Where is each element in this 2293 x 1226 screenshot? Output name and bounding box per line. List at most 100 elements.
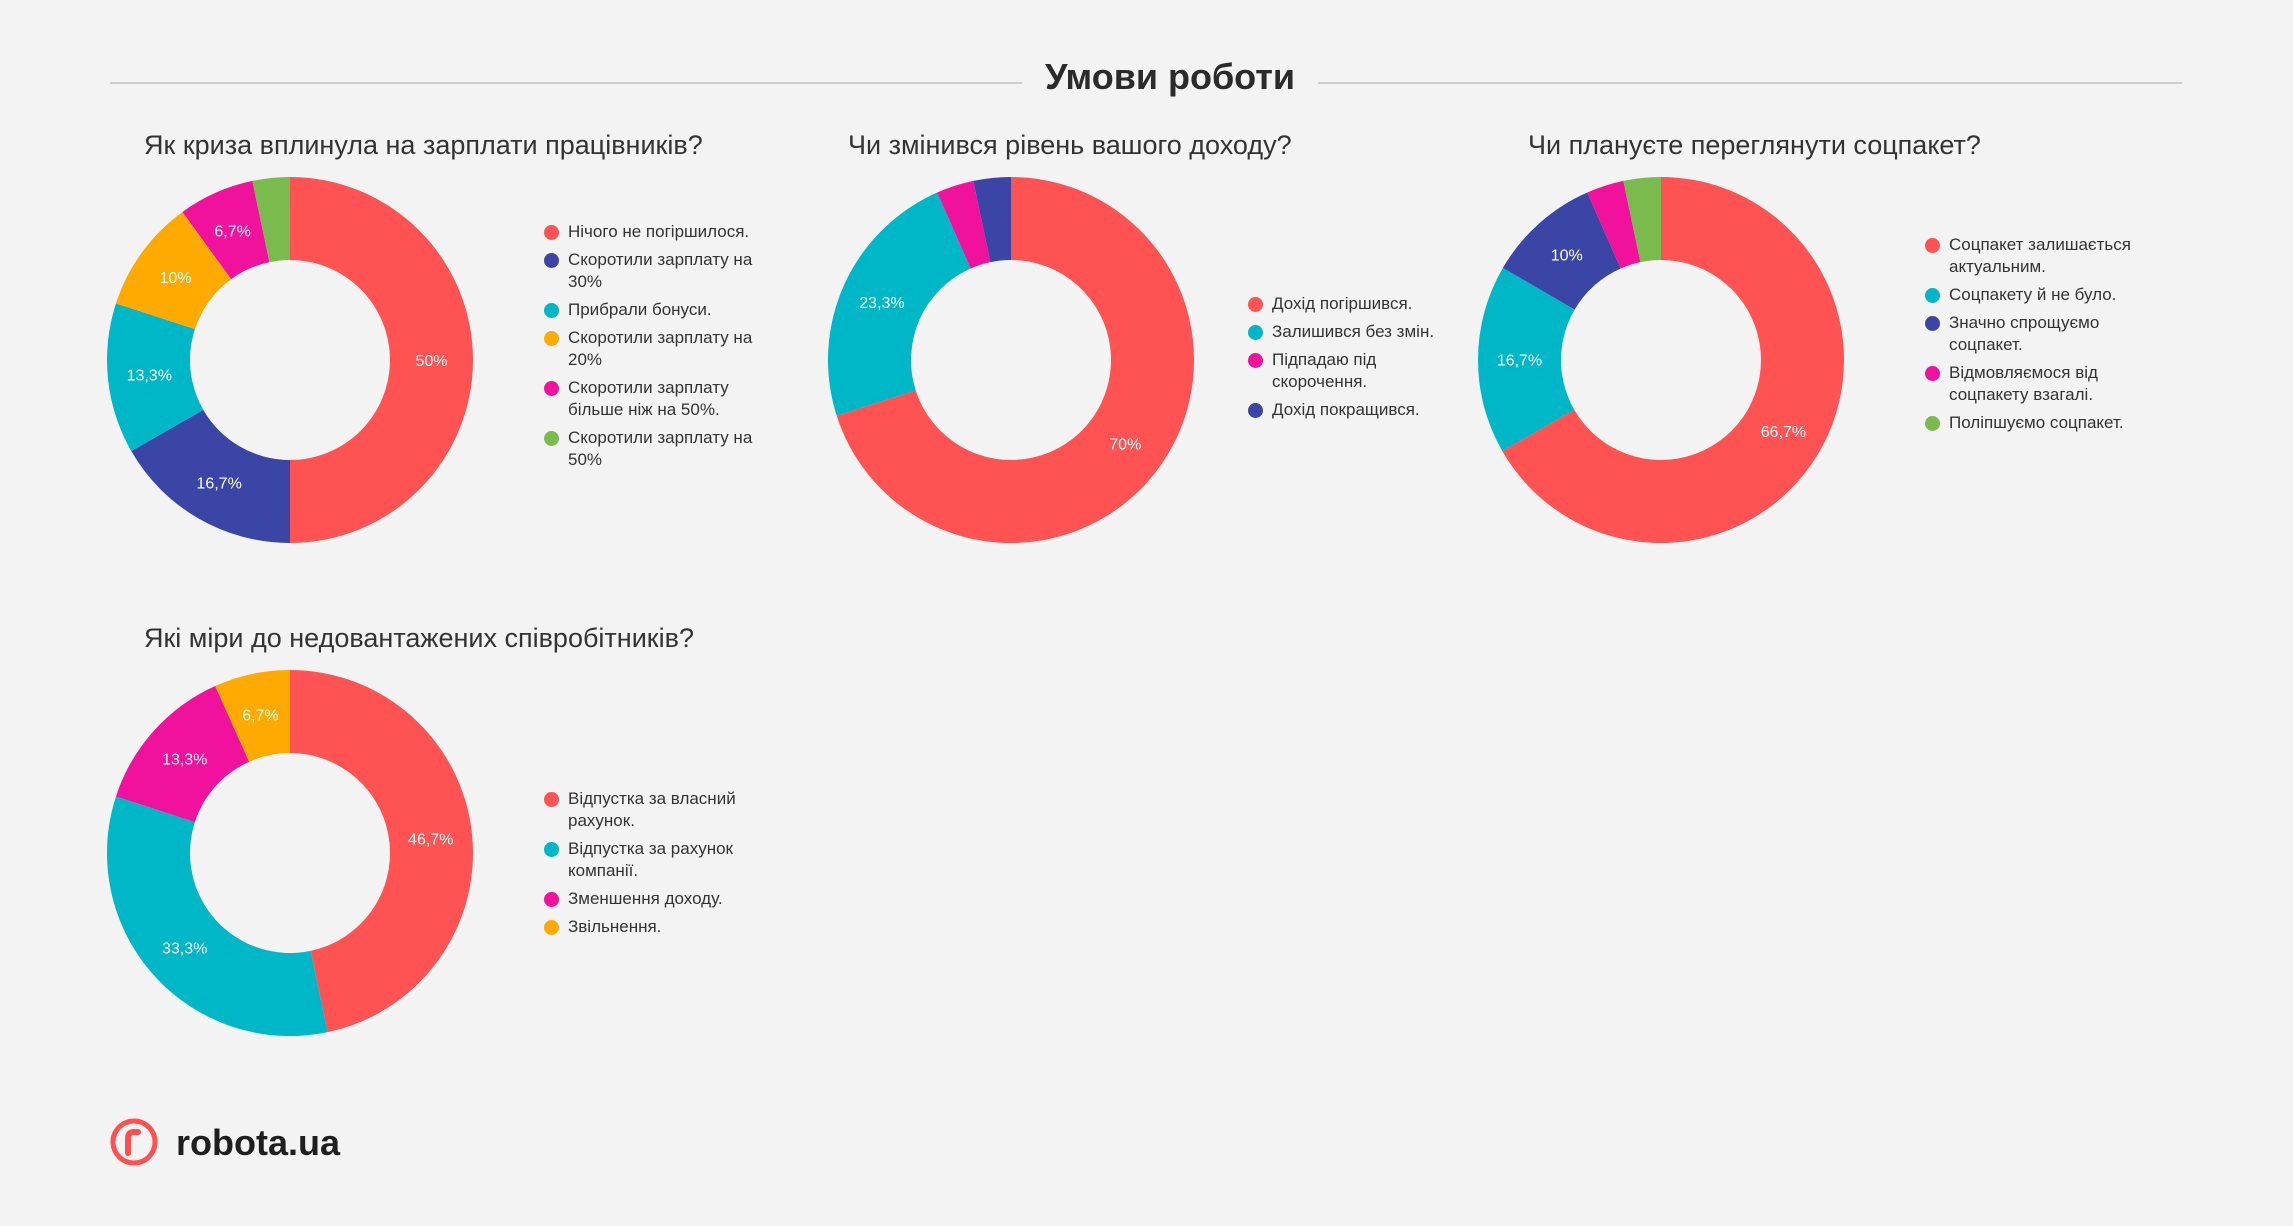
legend-label: Соцпакет залишається актуальним. [1949,235,2131,276]
legend-label: Зменшення доходу. [568,889,723,908]
legend-item: Залишився без змін. [1248,321,1468,343]
legend-item: Соцпакет залишається актуальним. [1925,234,2145,278]
legend-swatch [544,225,559,240]
chart-panel-income: Чи змінився рівень вашого доходу? 70% 23,… [828,130,1468,570]
slice-label: 13,3% [127,368,172,385]
legend-swatch [1925,316,1940,331]
slice-label: 33,3% [162,941,207,958]
legend-item: Соцпакету й не було. [1925,284,2145,306]
chart-panel-benefits: Чи плануєте переглянути соцпакет? 66,7% 1… [1478,130,2148,570]
donut-slice [252,177,290,263]
donut-slice [290,177,473,543]
legend-label: Скоротили зарплату більше ніж на 50%. [568,378,729,419]
legend-swatch [544,253,559,268]
donut-slice [215,670,290,762]
chart-panel-underloaded: Які міри до недовантажених співробітникі… [106,623,764,1063]
legend-label: Поліпшуємо соцпакет. [1949,413,2124,432]
legend-swatch [544,381,559,396]
donut-slice [115,685,250,823]
donut-slice [1623,177,1661,263]
legend-label: Скоротили зарплату на 50% [568,428,753,469]
legend-label: Значно спрощуємо соцпакет. [1949,313,2100,354]
legend-label: Скоротили зарплату на 30% [568,250,753,291]
legend-label: Підпадаю під скорочення. [1272,350,1377,391]
donut-slice [290,670,473,1033]
legend-swatch [1925,288,1940,303]
donut-slice [828,192,971,416]
chart-legend: Дохід погіршився. Залишився без змін. Підп… [1248,293,1468,427]
donut-slice [973,177,1011,263]
legend-label: Дохід покращився. [1272,400,1420,419]
legend-swatch [544,792,559,807]
robota-logo-icon [110,1118,158,1166]
slice-label: 50% [415,353,447,370]
legend-swatch [544,331,559,346]
slice-label: 66,7% [1761,424,1806,441]
slice-label: 10% [1551,247,1583,264]
chart-legend: Соцпакет залишається актуальним. Соцпакет… [1925,234,2145,440]
legend-swatch [544,892,559,907]
legend-swatch [1925,416,1940,431]
legend-item: Скоротили зарплату на 50% [544,427,764,471]
legend-item: Зменшення доходу. [544,888,764,910]
legend-swatch [1248,353,1263,368]
legend-label: Відпустка за власний рахунок. [568,789,736,830]
chart-title: Чи змінився рівень вашого доходу? [848,130,1292,160]
donut-slice [1502,192,1621,310]
legend-item: Скоротили зарплату на 30% [544,249,764,293]
chart-title: Які міри до недовантажених співробітникі… [144,623,694,653]
chart-panel-salary: Як криза вплинула на зарплати працівникі… [107,130,764,570]
donut-chart: 46,7% 33,3% 13,3% 6,7% [106,670,473,1036]
donut-slice [836,177,1194,543]
slice-label: 6,7% [214,224,250,241]
legend-item: Дохід погіршився. [1248,293,1468,315]
donut-slice [115,211,232,330]
legend-item: Звільнення. [544,916,764,938]
header-divider-left [110,82,1022,84]
legend-swatch [1925,366,1940,381]
donut-chart: 70% 23,3% [828,177,1194,543]
slice-label: 70% [1109,436,1141,453]
donut-chart: 50% 16,7% 13,3% 10% 6,7% [107,177,473,543]
donut-slice [1478,267,1575,452]
donut-slice [1587,180,1641,269]
legend-swatch [1925,238,1940,253]
logo-text: robota.ua [176,1122,341,1163]
legend-item: Відпустка за власний рахунок. [544,788,764,832]
donut-slice [937,180,991,269]
legend-item: Значно спрощуємо соцпакет. [1925,312,2145,356]
donut-chart: 66,7% 16,7% 10% [1478,177,1844,543]
legend-item: Відмовляємося від соцпакету взагалі. [1925,362,2145,406]
legend-swatch [544,842,559,857]
legend-label: Скоротили зарплату на 20% [568,328,753,369]
legend-item: Скоротили зарплату на 20% [544,327,764,371]
legend-item: Прибрали бонуси. [544,299,764,321]
legend-swatch [544,920,559,935]
chart-legend: Нічого не погіршилося. Скоротили зарплату… [544,221,764,477]
slice-label: 13,3% [162,751,207,768]
donut-slice [107,303,204,452]
legend-label: Прибрали бонуси. [568,300,712,319]
donut-slice [106,796,328,1036]
slice-label: 23,3% [859,295,904,312]
legend-label: Відмовляємося від соцпакету взагалі. [1949,363,2098,404]
chart-legend: Відпустка за власний рахунок. Відпустка з… [544,788,764,944]
slice-label: 16,7% [1497,353,1542,370]
section-header: Умови роботи [110,52,2182,104]
legend-swatch [1248,403,1263,418]
legend-item: Скоротили зарплату більше ніж на 50%. [544,377,764,421]
section-title: Умови роботи [1044,56,1296,97]
legend-label: Дохід погіршився. [1272,294,1413,313]
legend-label: Залишився без змін. [1272,322,1435,341]
header-divider-right [1318,82,2182,84]
legend-swatch [544,303,559,318]
legend-swatch [544,431,559,446]
slice-label: 46,7% [408,831,453,848]
legend-item: Відпустка за рахунок компанії. [544,838,764,882]
chart-title: Як криза вплинула на зарплати працівникі… [144,130,703,160]
legend-label: Відпустка за рахунок компанії. [568,839,733,880]
legend-label: Звільнення. [568,917,662,936]
legend-item: Поліпшуємо соцпакет. [1925,412,2145,434]
legend-swatch [1248,297,1263,312]
donut-slice [182,180,270,280]
